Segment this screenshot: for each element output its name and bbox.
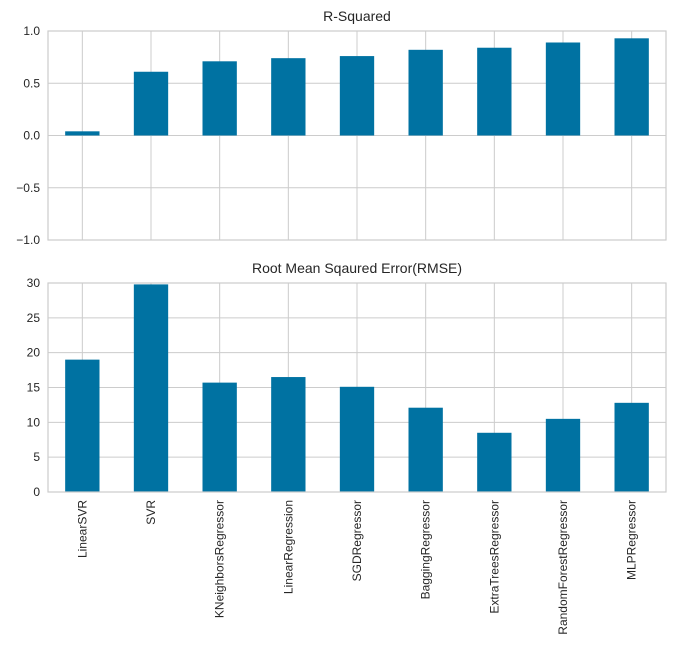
bar-linearregression (271, 58, 306, 136)
plot-frame (47, 282, 667, 493)
x-tick-labels: LinearSVR SVR KNeighborsRegressor LinearReg… (75, 500, 638, 635)
y-tick-label: 1.0 (23, 24, 40, 38)
plot-frame (47, 30, 667, 241)
y-tick-label: 0.0 (23, 129, 40, 143)
x-tick-label: LinearSVR (75, 500, 89, 558)
bar-linearsvr (65, 131, 100, 136)
x-tick-label: BaggingRegressor (419, 500, 433, 599)
bar-svr (133, 284, 169, 492)
bar-sgdregressor (339, 386, 375, 492)
x-tick-label: KNeighborsRegressor (213, 500, 227, 618)
bar-randomforestregressor (545, 418, 581, 492)
y-tick-label: 5 (33, 450, 40, 464)
y-tick-label: 0.5 (23, 76, 40, 90)
y-tick-label: 30 (27, 276, 41, 290)
bar-mlpregressor (614, 38, 649, 136)
y-tick-label: 20 (27, 346, 41, 360)
y-tick-label: 15 (27, 381, 41, 395)
bar-mlpregressor (614, 402, 649, 492)
bar-kneighborsregressor (202, 61, 237, 136)
bar-linearregression (271, 377, 306, 492)
bar-svr (133, 71, 169, 136)
x-tick-label: RandomForestRegressor (556, 500, 570, 635)
bar-baggingregressor (408, 407, 443, 492)
r-squared-panel: 1.0 0.5 0.0 −0.5 −1.0 R-Squared (16, 8, 667, 247)
y-tick-label: 25 (27, 311, 41, 325)
bar-randomforestregressor (545, 42, 581, 136)
bar-extratreesregressor (477, 432, 512, 492)
chart-title: Root Mean Sqaured Error(RMSE) (252, 260, 462, 276)
bar-baggingregressor (408, 49, 443, 136)
y-tick-label: −1.0 (16, 233, 40, 247)
y-tick-label: 0 (33, 485, 40, 499)
x-tick-label: LinearRegression (281, 500, 295, 594)
y-tick-label: 10 (27, 415, 41, 429)
chart-title: R-Squared (323, 8, 391, 24)
bar-sgdregressor (339, 56, 375, 136)
rmse-panel: 30 25 20 15 10 5 0 Root Mean Sqaured Error(RMSE… (27, 260, 667, 499)
bar-kneighborsregressor (202, 382, 237, 492)
bar-extratreesregressor (477, 47, 512, 136)
bar-linearsvr (65, 359, 100, 492)
y-tick-label: −0.5 (16, 181, 40, 195)
x-tick-label: SVR (144, 500, 158, 525)
x-tick-label: ExtraTreesRegressor (487, 500, 501, 614)
x-tick-label: SGDRegressor (350, 500, 364, 581)
x-tick-label: MLPRegressor (625, 500, 639, 580)
